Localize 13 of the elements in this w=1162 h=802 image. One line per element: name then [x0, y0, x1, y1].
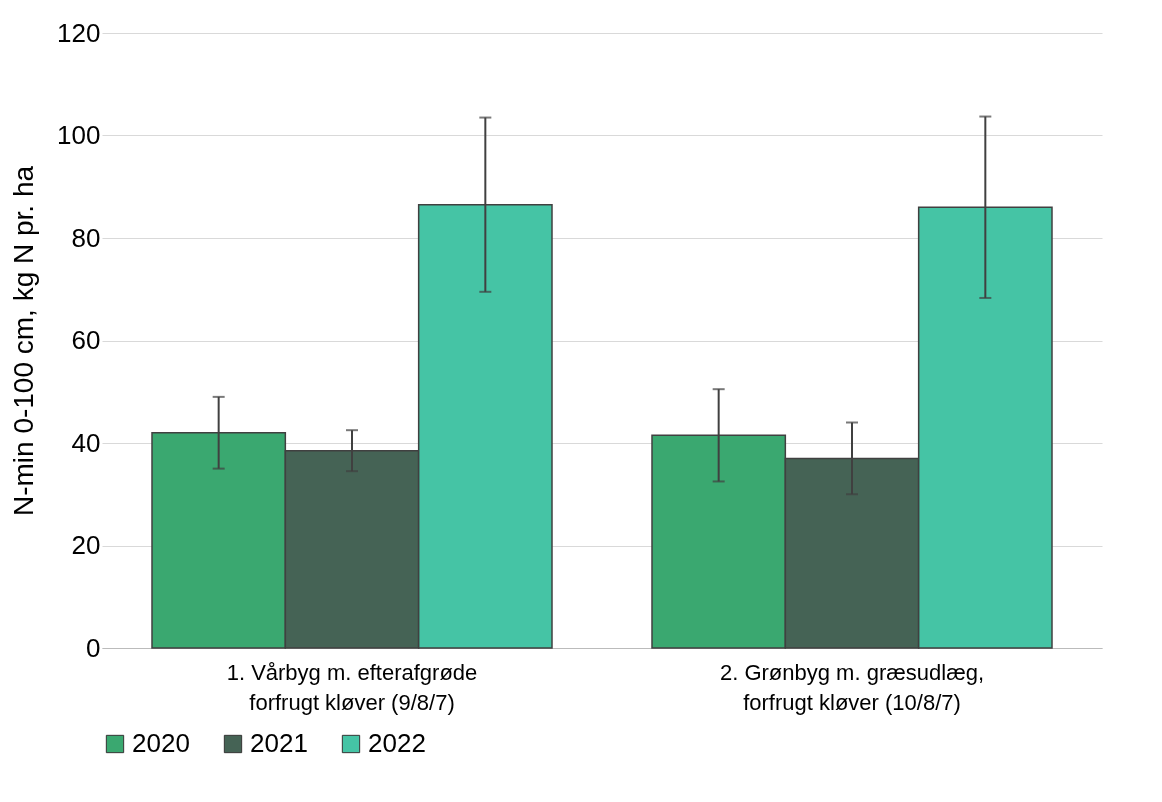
legend-label: 2021 — [250, 728, 308, 758]
y-tick-label: 100 — [57, 120, 101, 150]
y-axis-title: N-min 0-100 cm, kg N pr. ha — [8, 165, 40, 517]
legend-label: 2022 — [368, 728, 426, 758]
y-tick-label: 60 — [71, 325, 101, 355]
y-tick-label: 80 — [71, 222, 101, 253]
legend-label: 2020 — [132, 728, 190, 758]
y-tick-label: 20 — [71, 530, 101, 560]
y-tick-label: 40 — [71, 427, 101, 458]
x-tick-label: 2. Grønbyg m. græsudlæg, forfrugt kløver (10/8/7) — [719, 659, 985, 715]
y-tick-label: 0 — [86, 632, 101, 663]
x-tick-label: 1. Vårbyg m. efterafgrøde forfrugt kløver (9/8/7) — [226, 659, 478, 715]
y-tick-label: 120 — [57, 17, 101, 48]
